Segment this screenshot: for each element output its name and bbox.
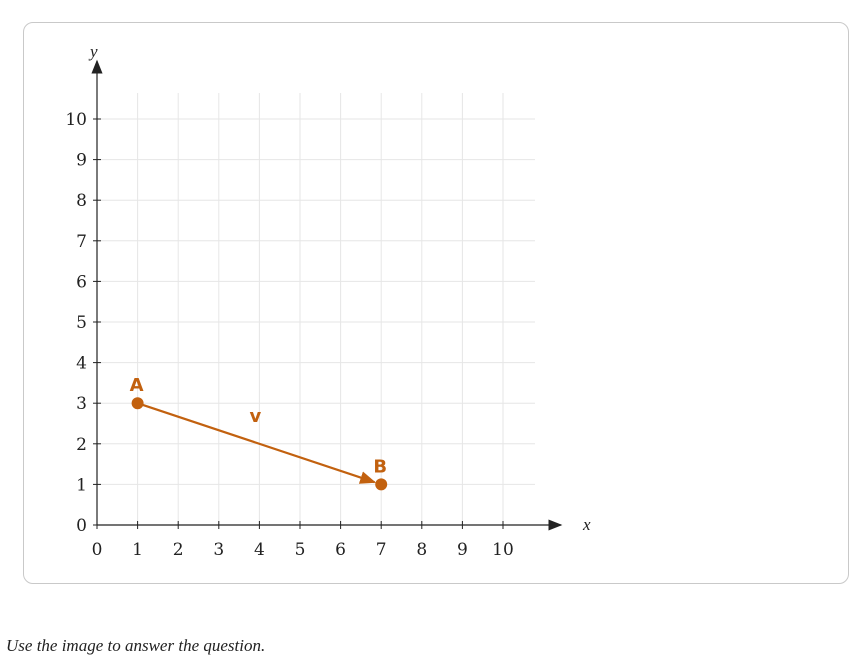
y-tick-label: 8 (76, 191, 87, 211)
x-tick-label: 8 (416, 540, 427, 560)
x-tick-label: 7 (376, 540, 387, 560)
y-tick-label: 4 (76, 354, 87, 374)
grid-lines (97, 93, 535, 525)
y-axis-label: y (88, 42, 98, 61)
y-tick-label: 9 (76, 151, 87, 171)
y-tick-label: 7 (76, 232, 87, 252)
x-tick-label: 9 (457, 540, 468, 560)
x-tick-label: 5 (295, 540, 306, 560)
x-tick-label: 1 (132, 540, 143, 560)
y-tick-label: 3 (76, 394, 87, 414)
coordinate-plane: 0 1 2 3 4 5 6 7 8 9 10 0 1 2 3 4 5 6 7 8 9 10 x y v A B (65, 42, 591, 560)
vector-and-points: v A B (130, 375, 388, 491)
vector-label: v (250, 406, 262, 427)
y-tick-label: 6 (76, 272, 87, 292)
y-tick-label: 2 (76, 435, 87, 455)
point-label-A: A (130, 375, 144, 396)
x-tick-label: 3 (213, 540, 224, 560)
y-tick-label: 5 (76, 313, 87, 333)
question-caption: Use the image to answer the question. (6, 636, 266, 655)
vector-v (137, 402, 377, 484)
y-tick-label: 1 (76, 475, 87, 495)
axes (91, 59, 563, 531)
x-tick-label: 4 (254, 540, 265, 560)
y-tick-label: 0 (76, 516, 87, 536)
point-label-B: B (373, 456, 387, 477)
y-tick-label: 10 (65, 110, 87, 130)
graph-card: 0 1 2 3 4 5 6 7 8 9 10 0 1 2 3 4 5 6 7 8 9 10 x y v A B (23, 22, 849, 584)
point-A (131, 397, 144, 410)
tick-labels: 0 1 2 3 4 5 6 7 8 9 10 0 1 2 3 4 5 6 7 8 9 10 x y (65, 42, 591, 560)
x-tick-label: 2 (173, 540, 184, 560)
x-tick-label: 10 (492, 540, 514, 560)
x-axis-label: x (582, 515, 591, 534)
x-tick-label: 6 (335, 540, 346, 560)
x-tick-label: 0 (92, 540, 103, 560)
point-B (375, 478, 388, 491)
